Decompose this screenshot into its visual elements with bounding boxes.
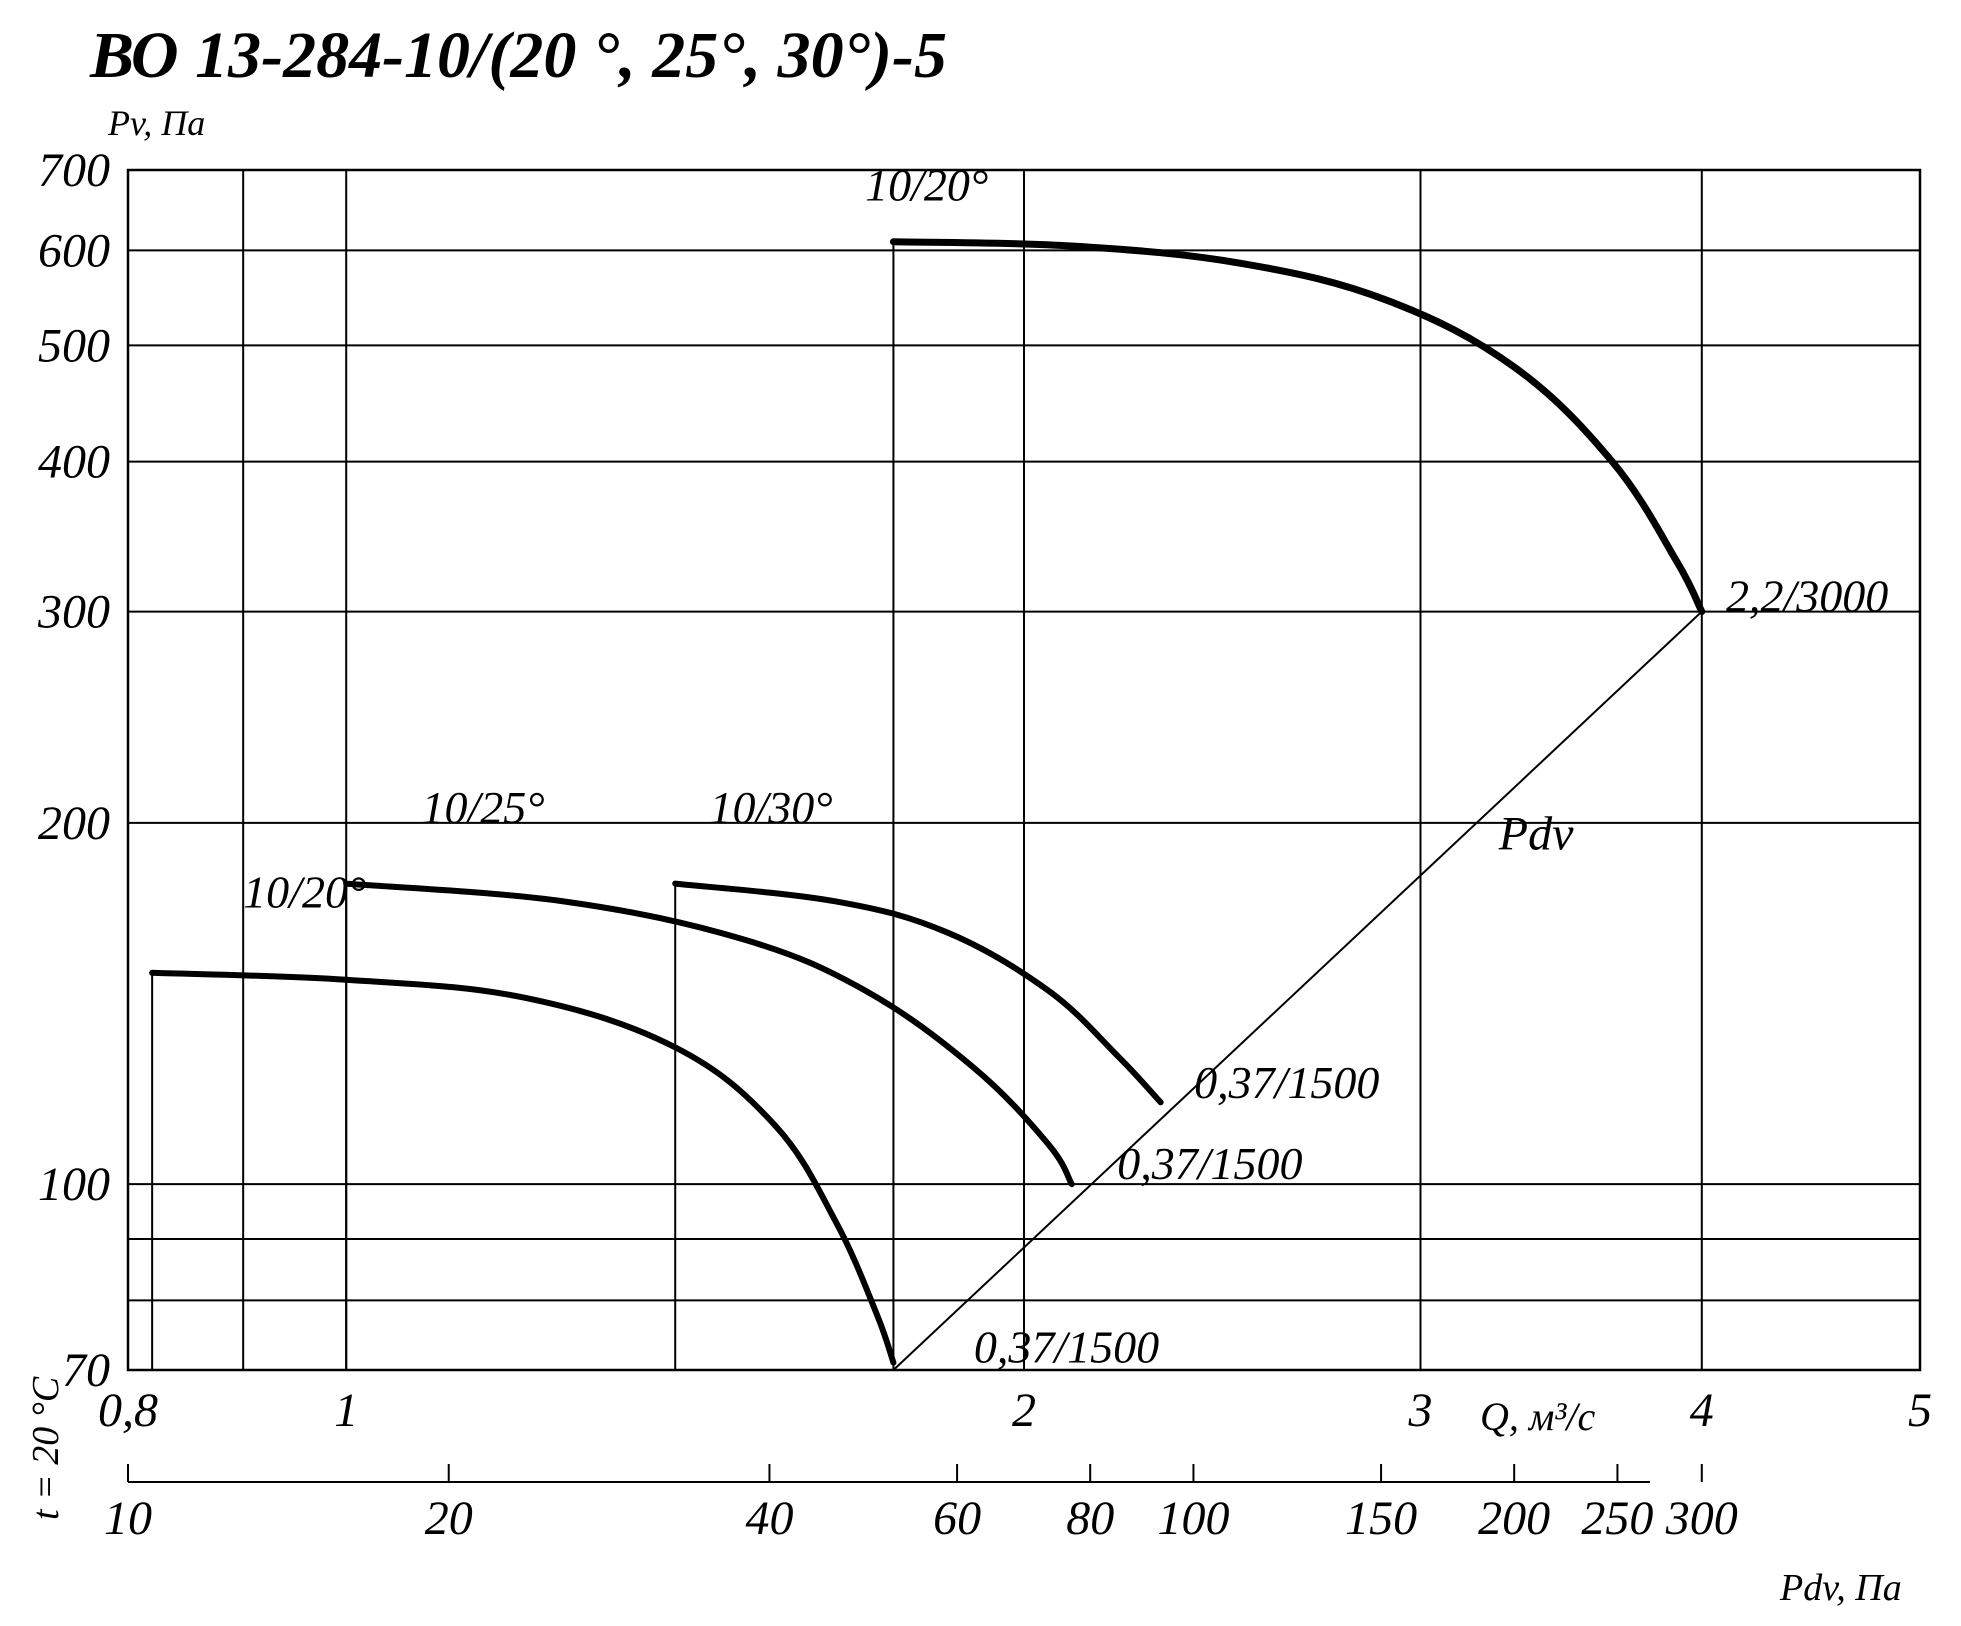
pdv-tick-label: 300 xyxy=(1665,1492,1738,1545)
curve-end-label-c20_high: 2,2/3000 xyxy=(1726,571,1888,622)
pdv-tick-label: 80 xyxy=(1066,1492,1114,1545)
x-tick-label: 0,8 xyxy=(98,1384,158,1437)
y-tick-label: 600 xyxy=(38,224,110,277)
pdv-tick-label: 40 xyxy=(745,1492,793,1545)
y-tick-label: 400 xyxy=(38,436,110,489)
fan-curve-chart: 70100200300400500600700Pv, Па0,812345Q, … xyxy=(0,0,1961,1626)
x-tick-label: 1 xyxy=(334,1384,358,1437)
x-tick-label: 5 xyxy=(1908,1384,1932,1437)
fan-curve-c20_low xyxy=(152,973,893,1363)
y-axis-label: Pv, Па xyxy=(107,103,205,143)
fan-curve-c30 xyxy=(675,884,1160,1103)
y-tick-label: 200 xyxy=(38,797,110,850)
curve-label-c30: 10/30° xyxy=(710,782,833,833)
y-tick-label: 700 xyxy=(38,144,110,197)
x-tick-label: 3 xyxy=(1407,1384,1432,1437)
pdv-tick-label: 250 xyxy=(1581,1492,1653,1545)
curve-end-label-c25: 0,37/1500 xyxy=(1117,1138,1302,1189)
curve-end-label-c20_low: 0,37/1500 xyxy=(974,1322,1159,1373)
pdv-diagonal xyxy=(893,612,1701,1370)
pdv-tick-label: 200 xyxy=(1478,1492,1550,1545)
pdv-tick-label: 150 xyxy=(1345,1492,1417,1545)
x-axis-label: Q, м³/с xyxy=(1480,1394,1596,1439)
curve-end-label-c30: 0,37/1500 xyxy=(1194,1057,1379,1108)
pdv-diagonal-label: Pdv xyxy=(1498,808,1574,861)
pdv-tick-label: 10 xyxy=(104,1492,152,1545)
pdv-tick-label: 100 xyxy=(1157,1492,1229,1545)
pdv-tick-label: 20 xyxy=(425,1492,473,1545)
y-tick-label: 100 xyxy=(38,1158,110,1211)
fan-curve-c25 xyxy=(346,884,1072,1185)
temperature-note: t = 20 °C xyxy=(25,1376,67,1520)
pdv-tick-label: 60 xyxy=(933,1492,981,1545)
curve-label-c20_low: 10/20° xyxy=(243,867,366,918)
curve-label-c20_high: 10/20° xyxy=(865,160,988,211)
curve-label-c25: 10/25° xyxy=(421,782,544,833)
fan-curve-c20_high xyxy=(893,242,1701,612)
y-tick-label: 300 xyxy=(37,586,110,639)
y-tick-label: 500 xyxy=(38,319,110,372)
pdv-axis-label: Pdv, Па xyxy=(1779,1567,1902,1609)
x-tick-label: 4 xyxy=(1690,1384,1714,1437)
x-tick-label: 2 xyxy=(1012,1384,1036,1437)
